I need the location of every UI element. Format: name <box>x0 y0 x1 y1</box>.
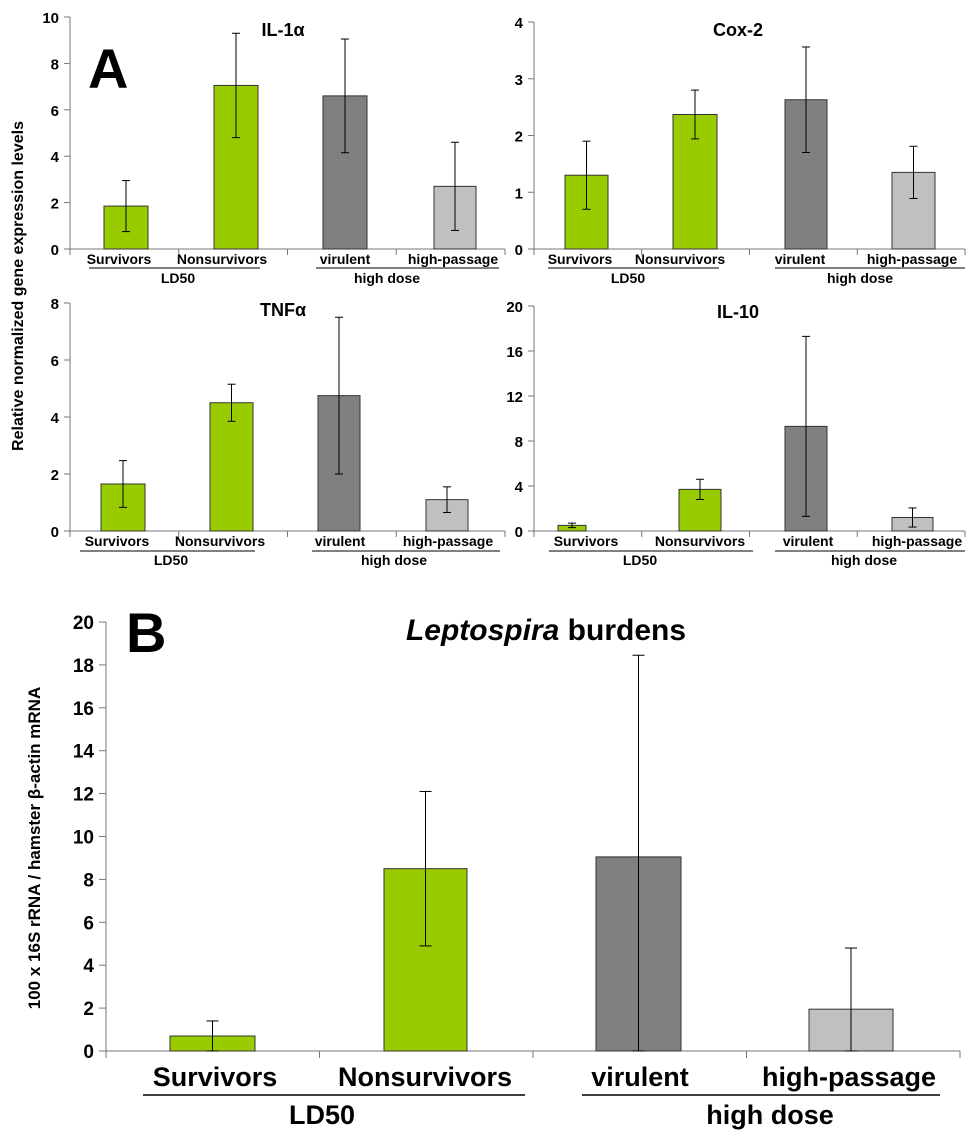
category-label: virulent <box>320 251 371 267</box>
category-label: Nonsurvivors <box>655 533 745 549</box>
category-label: Survivors <box>87 251 152 267</box>
category-label: Nonsurvivors <box>175 533 265 549</box>
leptospira-chart-title: Leptospira burdens <box>406 614 686 647</box>
bar-nonsurvivors <box>678 488 722 532</box>
y-tick-label: 4 <box>51 149 60 166</box>
title-regular-part: burdens <box>559 614 686 647</box>
y-tick-label: 16 <box>73 699 94 720</box>
y-tick-label: 18 <box>73 656 94 677</box>
y-tick-label: 4 <box>51 410 60 427</box>
y-tick-label: 12 <box>506 389 523 406</box>
panel-a-y-axis-label: Relative normalized gene expression leve… <box>10 121 27 451</box>
y-tick-label: 0 <box>515 242 523 259</box>
category-label: Survivors <box>153 1062 278 1092</box>
category-label: high-passage <box>403 533 493 549</box>
category-label: high-passage <box>408 251 498 267</box>
y-tick-label: 3 <box>515 72 523 89</box>
panel-b-letter: B <box>126 601 166 664</box>
panel-a-letter: A <box>88 37 128 100</box>
y-tick-label: 2 <box>51 196 59 213</box>
category-label: Nonsurvivors <box>635 251 725 267</box>
chart-title: IL-10 <box>717 302 759 322</box>
category-label: virulent <box>591 1062 689 1092</box>
category-label: Survivors <box>85 533 150 549</box>
y-tick-label: 4 <box>83 956 94 977</box>
group-label: high dose <box>827 270 893 286</box>
category-label: virulent <box>775 251 826 267</box>
y-tick-label: 14 <box>73 742 95 763</box>
category-label: Survivors <box>554 533 619 549</box>
y-tick-label: 6 <box>51 103 59 120</box>
y-tick-label: 4 <box>515 479 524 496</box>
category-label: Survivors <box>548 251 613 267</box>
group-label: LD50 <box>623 552 657 568</box>
y-tick-label: 0 <box>515 524 523 541</box>
panel-b-y-axis-label: 100 x 16S rRNA / hamster β-actin mRNA <box>25 687 44 1009</box>
y-tick-label: 2 <box>515 129 523 146</box>
y-tick-label: 20 <box>506 299 523 316</box>
y-tick-label: 16 <box>506 344 523 361</box>
group-label: high dose <box>361 552 427 568</box>
y-tick-label: 2 <box>51 467 59 484</box>
y-tick-label: 12 <box>73 785 94 806</box>
title-italic-part: Leptospira <box>406 614 559 647</box>
y-tick-label: 8 <box>51 296 59 313</box>
y-tick-label: 2 <box>83 999 94 1020</box>
chart-title: IL-1α <box>261 20 304 40</box>
y-tick-label: 0 <box>51 242 59 259</box>
y-tick-label: 10 <box>73 828 94 849</box>
group-label: high dose <box>706 1100 834 1130</box>
group-label: LD50 <box>161 270 195 286</box>
category-label: high-passage <box>762 1062 936 1092</box>
group-label: LD50 <box>154 552 188 568</box>
group-label: LD50 <box>289 1100 355 1130</box>
chart-title: Cox-2 <box>713 20 763 40</box>
y-tick-label: 6 <box>51 353 59 370</box>
category-label: virulent <box>783 533 834 549</box>
y-tick-label: 0 <box>51 524 59 541</box>
y-tick-label: 4 <box>515 15 524 32</box>
group-label: high dose <box>831 552 897 568</box>
y-tick-label: 8 <box>515 434 523 451</box>
y-tick-label: 8 <box>83 870 94 891</box>
category-label: Nonsurvivors <box>177 251 267 267</box>
y-tick-label: 10 <box>42 10 59 27</box>
group-label: LD50 <box>611 270 645 286</box>
y-tick-label: 6 <box>83 913 94 934</box>
category-label: Nonsurvivors <box>338 1062 512 1092</box>
y-tick-label: 1 <box>515 185 523 202</box>
category-label: virulent <box>315 533 366 549</box>
bar-nonsurvivors <box>209 402 254 532</box>
category-label: high-passage <box>867 251 957 267</box>
y-tick-label: 0 <box>83 1042 94 1063</box>
y-tick-label: 8 <box>51 56 59 73</box>
chart-title: TNFα <box>260 300 306 320</box>
group-label: high dose <box>354 270 420 286</box>
category-label: high-passage <box>872 533 962 549</box>
y-tick-label: 20 <box>73 613 94 634</box>
